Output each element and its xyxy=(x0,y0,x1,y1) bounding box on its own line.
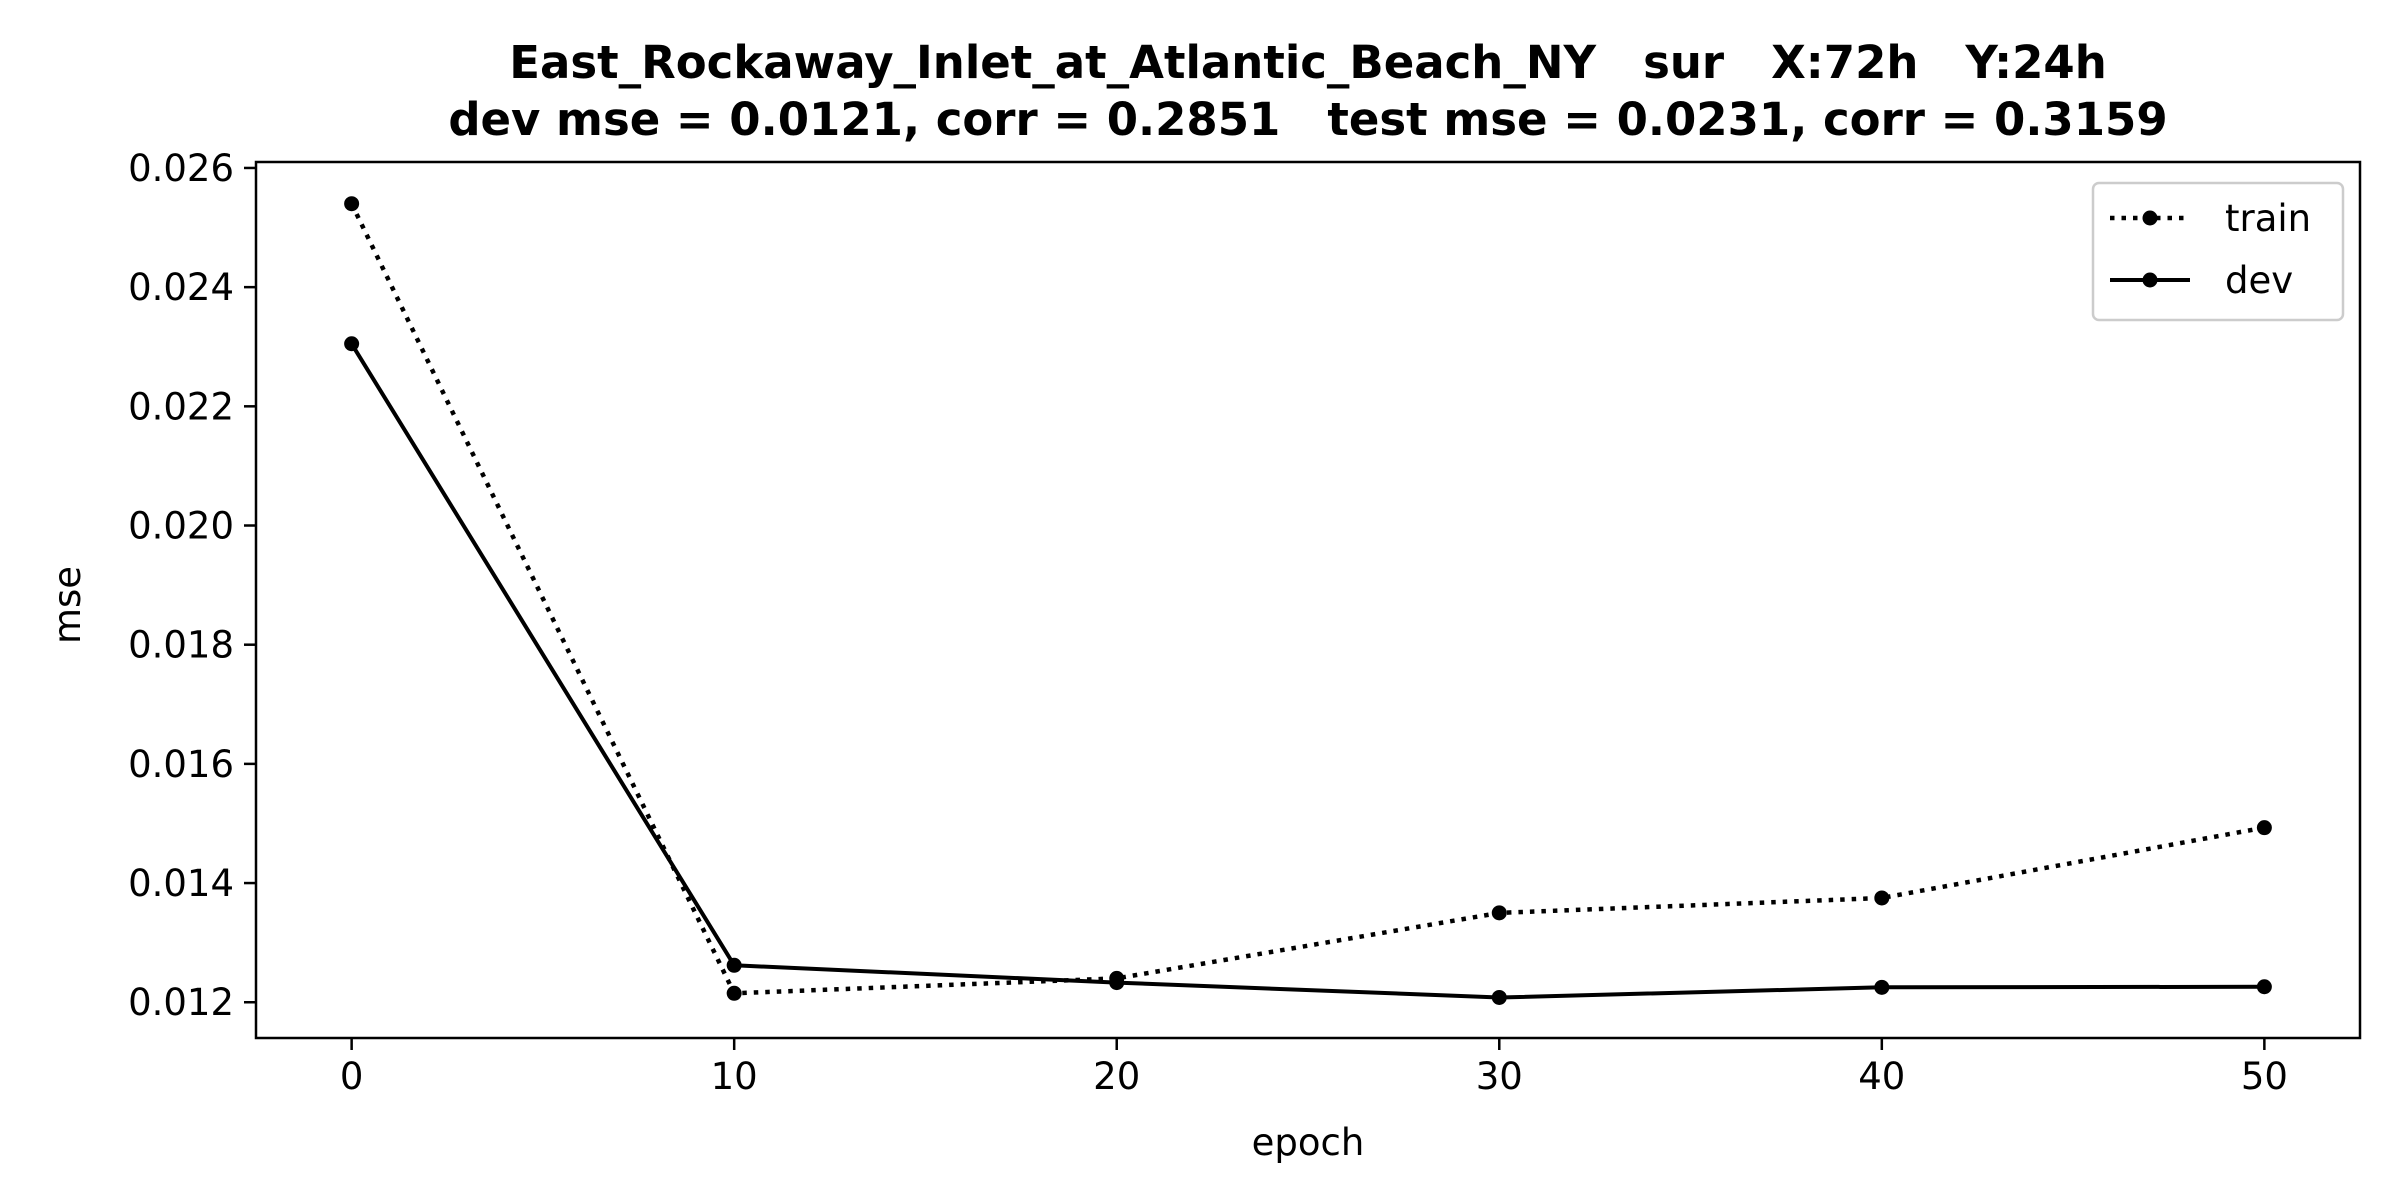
data-point-dev xyxy=(726,957,742,973)
data-point-train xyxy=(726,985,742,1001)
y-tick-label: 0.026 xyxy=(128,147,234,190)
y-tick-label: 0.018 xyxy=(128,624,234,667)
series-line-dev xyxy=(349,342,2265,1000)
x-axis-label: epoch xyxy=(1252,1121,1365,1164)
data-point-dev xyxy=(344,336,360,352)
y-tick-label: 0.020 xyxy=(128,505,234,548)
legend-label-dev: dev xyxy=(2225,259,2293,302)
plot-frame xyxy=(254,160,2362,1040)
data-point-train xyxy=(1874,890,1890,906)
y-tick-label: 0.022 xyxy=(128,385,234,428)
series-line-train xyxy=(349,202,2265,996)
legend-marker-dev xyxy=(2142,272,2158,288)
chart-subtitle: dev mse = 0.0121, corr = 0.2851 test mse… xyxy=(448,93,2167,146)
data-point-train xyxy=(1491,905,1507,921)
plot-area xyxy=(344,196,2272,1005)
data-point-dev xyxy=(1109,975,1125,991)
x-tick-label: 30 xyxy=(1476,1055,1523,1098)
y-tick-label: 0.012 xyxy=(128,981,234,1024)
data-point-train xyxy=(344,196,360,212)
x-axis: 0 10 20 30 40 50 xyxy=(340,1038,2288,1098)
y-tick-label: 0.014 xyxy=(128,862,234,905)
legend-marker-train xyxy=(2142,210,2158,226)
x-tick-label: 20 xyxy=(1093,1055,1140,1098)
x-tick-label: 0 xyxy=(340,1055,364,1098)
data-point-dev xyxy=(2256,979,2272,995)
x-tick-label: 40 xyxy=(1858,1055,1905,1098)
legend: train dev xyxy=(2091,181,2345,322)
data-point-dev xyxy=(1874,979,1890,995)
chart-title: East_Rockaway_Inlet_at_Atlantic_Beach_NY… xyxy=(509,36,2107,89)
y-tick-label: 0.016 xyxy=(128,743,234,786)
x-tick-label: 10 xyxy=(711,1055,758,1098)
data-point-dev xyxy=(1491,989,1507,1005)
y-axis: 0.012 0.014 0.016 0.018 0.020 0.022 0.024 0.026 xyxy=(128,147,256,1024)
legend-label-train: train xyxy=(2225,197,2311,240)
y-tick-label: 0.024 xyxy=(128,266,234,309)
x-tick-label: 50 xyxy=(2241,1055,2288,1098)
y-axis-label: mse xyxy=(46,566,89,644)
data-point-train xyxy=(2256,820,2272,836)
